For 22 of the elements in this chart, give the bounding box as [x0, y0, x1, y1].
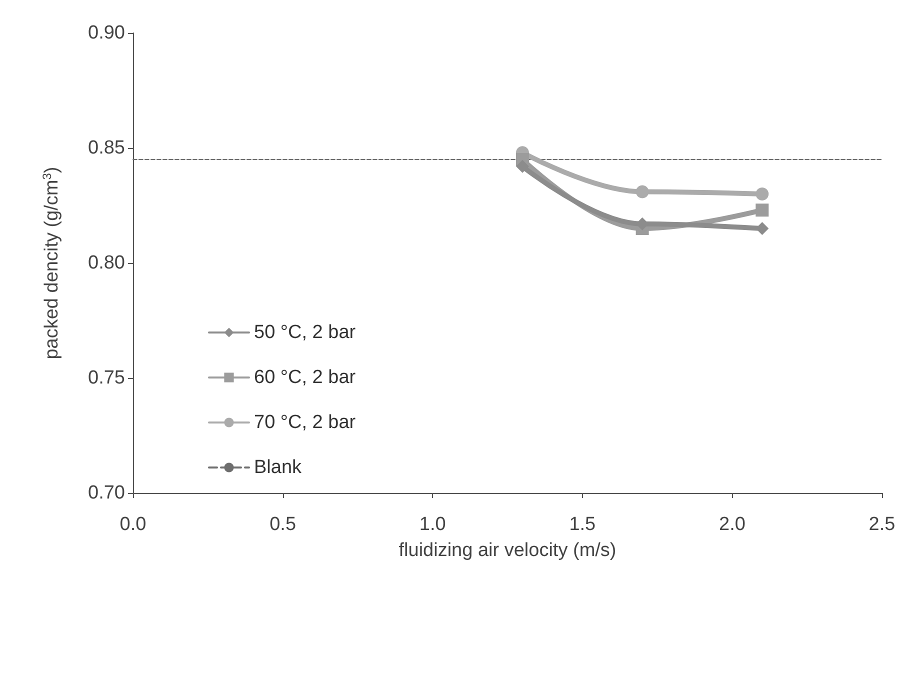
- legend-label: 70 °C, 2 bar: [254, 412, 356, 433]
- y-tick-label: 0.70: [88, 482, 125, 504]
- x-tick-label: 2.5: [868, 514, 896, 535]
- point: [516, 160, 529, 173]
- y-tick-label: 0.85: [88, 138, 125, 158]
- x-tick-label: 1.5: [569, 514, 596, 535]
- x-tick-label: 0.0: [120, 514, 146, 535]
- point: [756, 204, 769, 217]
- y-tick-label: 0.75: [88, 368, 125, 388]
- legend-label: 50 °C, 2 bar: [254, 322, 356, 343]
- x-tick-label: 2.0: [718, 514, 746, 535]
- x-axis-title: fluidizing air velocity (m/s): [398, 540, 616, 561]
- y-axis-title: packed dencity (g/cm3): [40, 166, 62, 360]
- point: [756, 222, 769, 235]
- x-tick-label: 1.0: [419, 514, 446, 535]
- legend-label: Blank: [254, 457, 302, 478]
- point: [756, 188, 769, 200]
- x-tick-label: 0.5: [270, 514, 296, 535]
- point: [636, 185, 649, 198]
- y-tick-label: 0.80: [88, 252, 125, 274]
- legend-label: 60 °C, 2 bar: [254, 367, 356, 388]
- y-tick-label: 0.90: [88, 22, 125, 44]
